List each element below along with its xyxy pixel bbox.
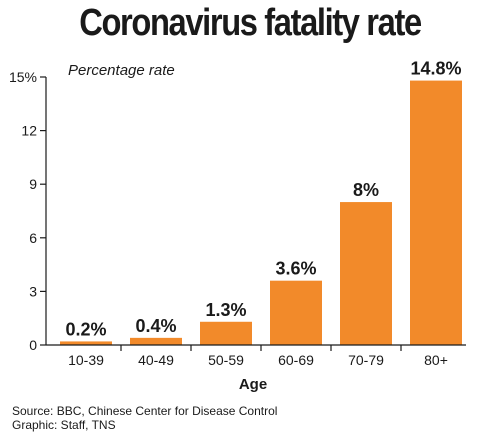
data-label: 0.2%	[65, 319, 106, 339]
y-tick-label: 3	[29, 283, 37, 299]
data-label: 8%	[353, 180, 379, 200]
y-tick-label: 0	[29, 337, 37, 353]
y-axis: 0 3 6 9 12 15%	[9, 69, 47, 353]
x-tick-label: 10-39	[68, 352, 104, 368]
x-tick-label: 50-59	[208, 352, 244, 368]
data-label: 0.4%	[135, 316, 176, 336]
bars: 0.2% 0.4% 1.3% 3.6% 8% 14.8%	[60, 59, 462, 345]
x-tick-label: 70-79	[348, 352, 384, 368]
data-label: 3.6%	[275, 259, 316, 279]
bar	[410, 80, 462, 345]
bar-chart: Percentage rate 0 3 6 9 12 15% 0.2% 0.4% 1.3% 3.…	[9, 59, 466, 393]
x-tick-label: 40-49	[138, 352, 174, 368]
source-line: Source: BBC, Chinese Center for Disease …	[12, 404, 278, 418]
data-label: 1.3%	[205, 300, 246, 320]
graphic-credit-line: Graphic: Staff, TNS	[12, 418, 116, 432]
y-tick-label: 9	[29, 176, 37, 192]
x-tick-label: 80+	[424, 352, 448, 368]
source-note: Source: BBC, Chinese Center for Disease …	[12, 404, 277, 432]
bar	[200, 321, 252, 345]
bar	[130, 337, 182, 345]
bar	[270, 280, 322, 345]
y-tick-label: 15%	[9, 69, 37, 85]
chart-area: Percentage rate 0 3 6 9 12 15% 0.2% 0.4% 1.3% 3.…	[9, 59, 466, 393]
y-tick-label: 12	[21, 123, 37, 139]
chart-subtitle: Percentage rate	[68, 62, 175, 79]
y-tick-label: 6	[29, 230, 37, 246]
data-label: 14.8%	[410, 59, 461, 79]
x-axis-label: Age	[239, 376, 267, 393]
x-tick-label: 60-69	[278, 352, 314, 368]
chart-title: Coronavirus fatality rate	[79, 2, 422, 44]
bar	[340, 202, 392, 345]
bar	[60, 341, 112, 345]
x-axis: 10-39 40-49 50-59 60-69 70-79 80+	[46, 344, 466, 368]
